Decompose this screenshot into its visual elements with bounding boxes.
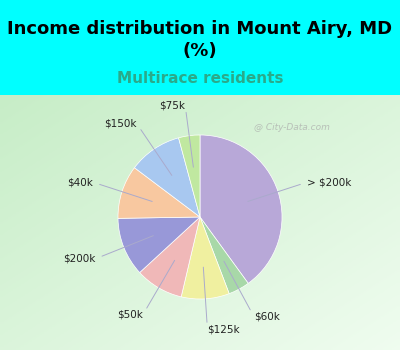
Text: @ City-Data.com: @ City-Data.com bbox=[254, 123, 330, 132]
Text: $60k: $60k bbox=[254, 311, 280, 321]
Text: $200k: $200k bbox=[63, 254, 95, 264]
Text: Income distribution in Mount Airy, MD
(%): Income distribution in Mount Airy, MD (%… bbox=[8, 20, 392, 60]
Wedge shape bbox=[181, 217, 229, 299]
Wedge shape bbox=[200, 135, 282, 284]
Wedge shape bbox=[178, 135, 200, 217]
Wedge shape bbox=[140, 217, 200, 297]
Text: $50k: $50k bbox=[117, 309, 143, 319]
Text: $40k: $40k bbox=[67, 177, 93, 187]
Text: Multirace residents: Multirace residents bbox=[117, 71, 283, 86]
Wedge shape bbox=[200, 217, 248, 294]
Wedge shape bbox=[118, 168, 200, 218]
Wedge shape bbox=[118, 217, 200, 273]
Text: > $200k: > $200k bbox=[307, 177, 352, 187]
Text: $75k: $75k bbox=[159, 100, 185, 110]
Text: $125k: $125k bbox=[208, 324, 240, 335]
Wedge shape bbox=[134, 138, 200, 217]
Text: $150k: $150k bbox=[104, 119, 137, 129]
